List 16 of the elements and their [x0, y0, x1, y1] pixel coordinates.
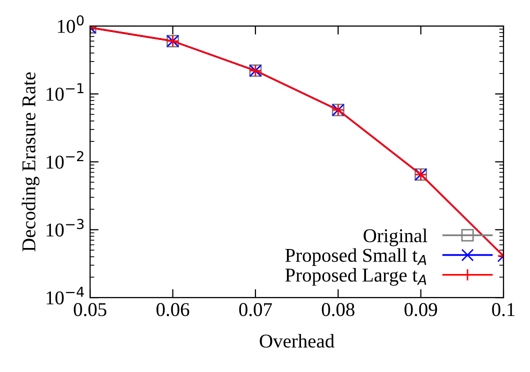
y-tick-label: 10$^{−1}$ — [46, 83, 84, 101]
x-axis-title: Overhead — [260, 334, 334, 348]
x-tick-label: 0.08 — [322, 303, 354, 316]
x-tick-label: 0.05 — [74, 303, 106, 316]
y-tick-label: 10$^{−2}$ — [46, 151, 84, 169]
legend-label: Proposed Large t$_{A}$ — [285, 268, 426, 286]
y-tick-label: 10$^{0}$ — [58, 15, 84, 33]
y-tick-label: 10$^{−4}$ — [46, 286, 84, 304]
x-tick-label: 0.07 — [239, 303, 272, 316]
legend-label: Proposed Small t$_{A}$ — [285, 248, 426, 266]
y-axis-title: Decoding Erasure Rate — [22, 72, 40, 252]
legend-label: Original — [364, 228, 428, 246]
x-tick-label: 0.09 — [404, 303, 438, 316]
x-tick-label: 0.1 — [492, 303, 514, 316]
y-tick-label: 10$^{−3}$ — [46, 218, 84, 237]
x-tick-label: 0.06 — [156, 303, 190, 316]
